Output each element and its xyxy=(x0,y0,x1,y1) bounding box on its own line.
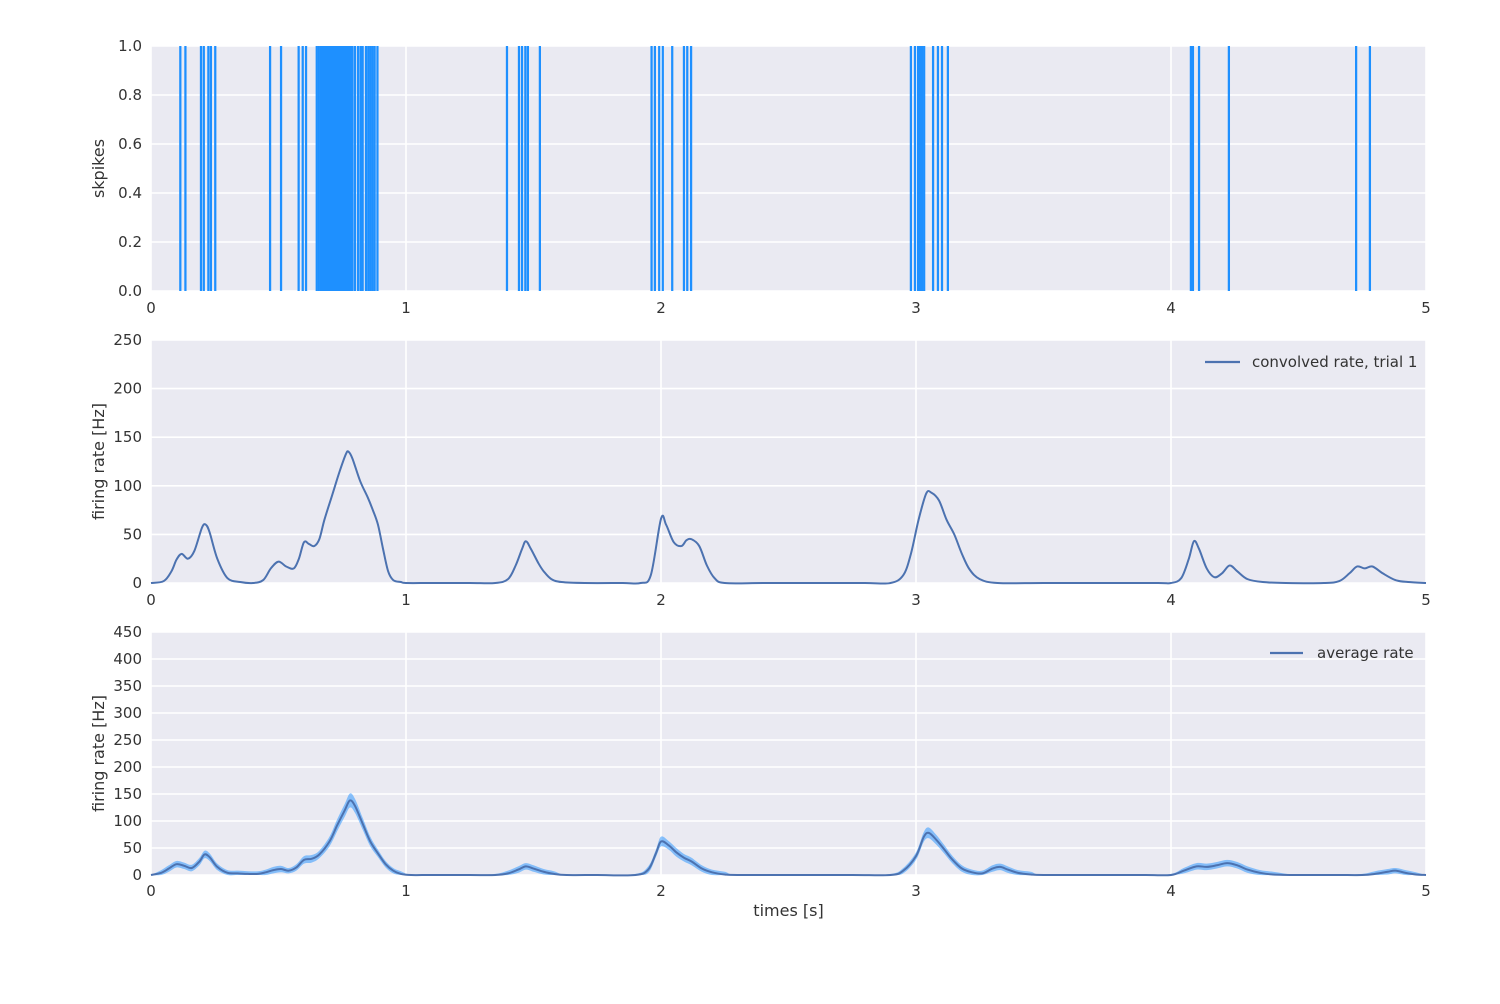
spike-raster-ylabel: skpikes xyxy=(89,139,108,198)
svg-text:4: 4 xyxy=(1166,299,1176,317)
svg-text:0: 0 xyxy=(132,574,142,592)
svg-text:3: 3 xyxy=(911,299,921,317)
svg-text:100: 100 xyxy=(113,477,142,495)
confidence-band xyxy=(151,793,1426,876)
svg-text:200: 200 xyxy=(113,758,142,776)
svg-text:200: 200 xyxy=(113,380,142,398)
svg-text:5: 5 xyxy=(1421,882,1431,900)
average-rate-xtick-labels: 0 1 2 3 4 5 xyxy=(146,882,1431,900)
spike-raster-plot: 0.0 0.2 0.4 0.6 0.8 1.0 0 1 2 3 4 5 skpikes xyxy=(89,37,1431,317)
svg-text:450: 450 xyxy=(113,623,142,641)
svg-text:250: 250 xyxy=(113,731,142,749)
svg-text:0.2: 0.2 xyxy=(118,233,142,251)
svg-text:2: 2 xyxy=(656,299,666,317)
convolved-rate-trial-1-ytick-labels: 0 50 100 150 200 250 xyxy=(113,331,142,592)
average-rate-ytick-labels: 0 50 100 150 200 250 300 350 400 450 xyxy=(113,623,142,884)
svg-text:150: 150 xyxy=(113,428,142,446)
convolved-rate-trial-1-grid xyxy=(150,339,1427,584)
svg-text:1: 1 xyxy=(401,299,411,317)
svg-text:3: 3 xyxy=(911,591,921,609)
average-rate-legend-label: average rate xyxy=(1317,644,1414,662)
svg-text:100: 100 xyxy=(113,812,142,830)
svg-text:1: 1 xyxy=(401,591,411,609)
average-rate-axes-background xyxy=(151,632,1426,875)
svg-text:0.0: 0.0 xyxy=(118,282,142,300)
svg-text:0.8: 0.8 xyxy=(118,86,142,104)
svg-text:150: 150 xyxy=(113,785,142,803)
spike-raster-xtick-labels: 0 1 2 3 4 5 xyxy=(146,299,1431,317)
convolved-rate-trial-1-ylabel: firing rate [Hz] xyxy=(89,403,108,520)
svg-text:250: 250 xyxy=(113,331,142,349)
convolved-rate-trial-1-xtick-labels: 0 1 2 3 4 5 xyxy=(146,591,1431,609)
convolved-rate-trial-1-plot: 0 50 100 150 200 250 0 1 2 3 4 5 firing rate [Hz] con… xyxy=(89,331,1431,609)
svg-text:1: 1 xyxy=(401,882,411,900)
svg-text:0: 0 xyxy=(146,299,156,317)
xlabel: times [s] xyxy=(753,901,823,920)
svg-text:50: 50 xyxy=(123,525,142,543)
svg-text:2: 2 xyxy=(656,882,666,900)
svg-text:2: 2 xyxy=(656,591,666,609)
svg-text:3: 3 xyxy=(911,882,921,900)
spike-lines xyxy=(179,46,1372,291)
spike-raster-ytick-labels: 0.0 0.2 0.4 0.6 0.8 1.0 xyxy=(118,37,142,300)
svg-text:4: 4 xyxy=(1166,591,1176,609)
average-rate-legend: average rate xyxy=(1270,644,1414,662)
svg-text:0: 0 xyxy=(146,591,156,609)
svg-text:400: 400 xyxy=(113,650,142,668)
rate-line xyxy=(150,450,1427,585)
svg-text:0.4: 0.4 xyxy=(118,184,142,202)
svg-text:350: 350 xyxy=(113,677,142,695)
convolved-rate-trial-1-legend: convolved rate, trial 1 xyxy=(1205,353,1417,371)
svg-text:1.0: 1.0 xyxy=(118,37,142,55)
svg-text:0: 0 xyxy=(146,882,156,900)
convolved-rate-trial-1-legend-label: convolved rate, trial 1 xyxy=(1252,353,1417,371)
svg-text:5: 5 xyxy=(1421,591,1431,609)
svg-text:0.6: 0.6 xyxy=(118,135,142,153)
svg-text:0: 0 xyxy=(132,866,142,884)
svg-text:50: 50 xyxy=(123,839,142,857)
svg-text:5: 5 xyxy=(1421,299,1431,317)
svg-text:300: 300 xyxy=(113,704,142,722)
average-rate-plot: 0 50 100 150 200 250 300 350 400 450 0 1 2 3 4 5 firing … xyxy=(89,623,1431,920)
average-rate-ylabel: firing rate [Hz] xyxy=(89,695,108,812)
mean-rate-line xyxy=(150,799,1427,877)
convolved-rate-trial-1-axes-background xyxy=(151,340,1426,583)
svg-text:4: 4 xyxy=(1166,882,1176,900)
